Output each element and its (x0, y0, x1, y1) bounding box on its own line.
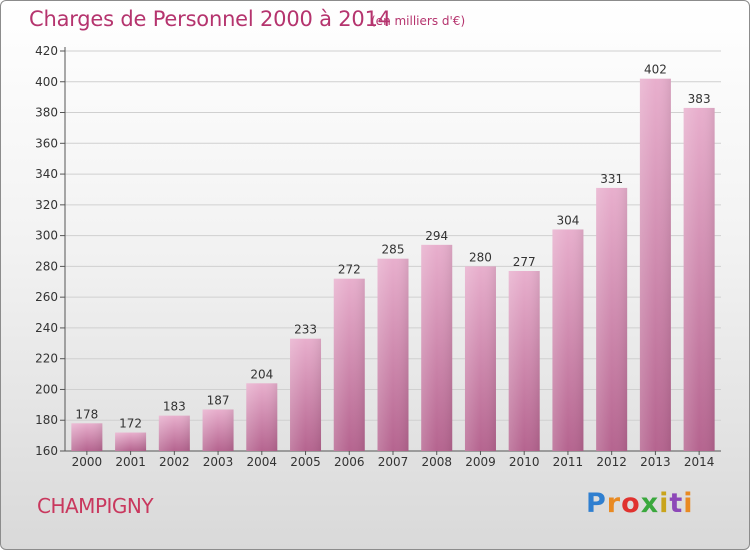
bar-shade (202, 409, 234, 451)
data-label: 187 (207, 393, 230, 407)
y-tick-label: 240 (35, 321, 58, 335)
data-label: 204 (250, 367, 273, 381)
proxiti-logo[interactable]: Proxiti (586, 488, 694, 519)
y-tick-label: 220 (35, 352, 58, 366)
x-tick-label: 2004 (247, 455, 278, 469)
logo-letter: r (606, 488, 622, 519)
bar-shade (290, 338, 322, 451)
data-label: 277 (513, 255, 536, 269)
bar-layer (71, 78, 715, 451)
unit-label: (en milliers d'€) (371, 14, 466, 28)
logo-letter: o (621, 488, 641, 519)
chart-title: Charges de Personnel 2000 à 2014 (29, 7, 391, 31)
x-tick-label: 2001 (115, 455, 146, 469)
x-tick-label: 2011 (553, 455, 584, 469)
y-tick-label: 420 (35, 44, 58, 58)
x-tick-label: 2013 (640, 455, 671, 469)
x-tick-label: 2000 (72, 455, 103, 469)
data-label: 402 (644, 63, 667, 77)
x-tick-label: 2002 (159, 455, 190, 469)
x-tick-label: 2014 (684, 455, 715, 469)
data-label: 285 (382, 243, 405, 257)
bar-shade (158, 415, 190, 451)
bar-shade (596, 187, 628, 451)
y-tick-label: 340 (35, 167, 58, 181)
logo-letter: t (669, 488, 684, 519)
x-tick-label: 2008 (421, 455, 452, 469)
data-label: 233 (294, 323, 317, 337)
x-tick-label: 2007 (378, 455, 409, 469)
data-label: 331 (600, 172, 623, 186)
logo-letter: P (586, 488, 607, 519)
bar-shade (71, 423, 103, 451)
x-tick-label: 2003 (203, 455, 234, 469)
bar-shade (333, 278, 365, 451)
y-tick-label: 360 (35, 136, 58, 150)
data-label: 172 (119, 417, 142, 431)
y-tick-label: 180 (35, 413, 58, 427)
bar-shade (639, 78, 671, 451)
bar-shade (115, 432, 147, 451)
axis-layer: 160 180 200 220 240 260 280 300 320 340 360 380 400 4… (35, 44, 721, 469)
label-layer: 178 172 183 187 204 233 272 285 294 280 277 304 331 4… (75, 63, 710, 431)
logo-letter: i (659, 488, 670, 519)
city-name: CHAMPIGNY (37, 494, 154, 518)
logo-letter: x (640, 488, 660, 519)
bar-shade (421, 244, 453, 451)
data-label: 304 (556, 213, 579, 227)
data-label: 183 (163, 400, 186, 414)
bar-shade (377, 258, 409, 451)
x-tick-label: 2010 (509, 455, 540, 469)
y-tick-label: 260 (35, 290, 58, 304)
data-label: 383 (688, 92, 711, 106)
y-tick-label: 280 (35, 259, 58, 273)
bar-shade (246, 383, 278, 451)
logo-letter: i (683, 488, 694, 519)
y-tick-label: 320 (35, 198, 58, 212)
y-tick-label: 160 (35, 444, 58, 458)
bar-shade (464, 266, 496, 451)
x-tick-label: 2006 (334, 455, 365, 469)
bar-shade (683, 107, 715, 451)
bar-shade (552, 229, 584, 451)
data-label: 294 (425, 229, 448, 243)
x-tick-label: 2005 (290, 455, 321, 469)
data-label: 272 (338, 263, 361, 277)
data-label: 280 (469, 250, 492, 264)
x-tick-label: 2009 (465, 455, 496, 469)
data-label: 178 (75, 407, 98, 421)
bar-shade (508, 271, 540, 451)
y-tick-label: 300 (35, 229, 58, 243)
x-tick-label: 2012 (596, 455, 627, 469)
y-tick-label: 380 (35, 106, 58, 120)
y-tick-label: 200 (35, 382, 58, 396)
y-tick-label: 400 (35, 75, 58, 89)
